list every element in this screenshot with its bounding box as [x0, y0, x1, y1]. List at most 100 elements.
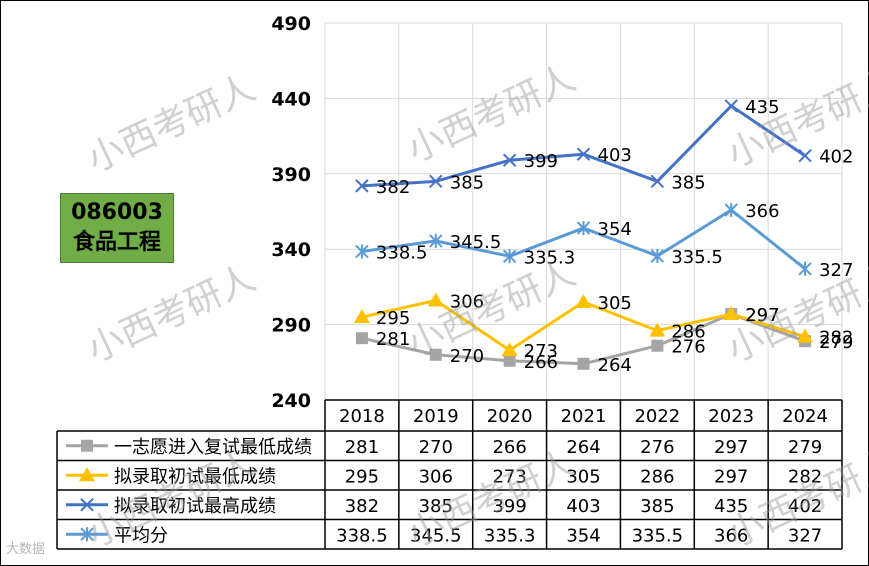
data-point-marker	[724, 202, 738, 217]
table-cell: 382	[345, 496, 379, 517]
table-cell: 276	[640, 437, 674, 458]
data-point-marker	[649, 322, 666, 337]
data-point-marker	[503, 354, 516, 367]
data-point-marker	[501, 342, 518, 357]
legend-marker	[79, 467, 95, 482]
table-cell: 385	[640, 496, 674, 517]
data-label: 297	[745, 305, 779, 326]
data-label: 327	[819, 260, 853, 281]
y-tick-label: 440	[271, 88, 311, 110]
data-label: 286	[671, 322, 705, 343]
data-point-marker	[427, 292, 444, 307]
data-label: 273	[524, 341, 558, 362]
y-tick-label: 490	[271, 13, 311, 35]
data-label: 281	[376, 329, 410, 350]
data-label: 306	[450, 291, 484, 312]
data-label: 338.5	[376, 242, 428, 263]
table-cell: 335.5	[632, 525, 684, 546]
table-cell: 286	[640, 466, 674, 487]
data-label: 264	[598, 355, 632, 376]
legend-marker	[80, 498, 94, 512]
data-label: 282	[819, 328, 853, 349]
data-point-marker	[355, 244, 369, 259]
data-label: 276	[671, 337, 705, 358]
x-tick-label: 2021	[561, 406, 607, 427]
table-cell: 273	[492, 466, 526, 487]
data-point-marker	[650, 248, 665, 263]
data-label: 345.5	[450, 232, 502, 253]
data-label: 403	[598, 145, 632, 166]
data-point-marker	[724, 99, 738, 113]
data-point-marker	[502, 153, 517, 167]
table-cell: 385	[419, 496, 453, 517]
data-label: 382	[376, 177, 410, 198]
table-cell: 354	[566, 525, 600, 546]
table-cell: 399	[492, 496, 526, 517]
data-point-marker	[429, 233, 443, 248]
y-tick-label: 340	[271, 239, 311, 261]
data-point-marker	[576, 147, 591, 161]
table-cell: 403	[566, 496, 600, 517]
data-label: 385	[450, 172, 484, 193]
legend-label: 拟录取初试最高成绩	[114, 496, 276, 517]
data-point-marker	[355, 179, 369, 193]
table-cell: 266	[492, 437, 526, 458]
table-cell: 402	[788, 496, 822, 517]
x-tick-label: 2020	[487, 406, 533, 427]
data-label: 335.3	[524, 247, 576, 268]
program-badge: 086003 食品工程	[60, 193, 174, 263]
data-point-marker	[353, 309, 370, 324]
table-cell: 297	[714, 437, 748, 458]
data-label: 366	[745, 201, 779, 222]
table-cell: 335.3	[484, 525, 536, 546]
data-label: 399	[524, 151, 558, 172]
data-point-marker	[575, 293, 592, 308]
x-tick-label: 2023	[708, 406, 754, 427]
data-point-marker	[798, 148, 812, 163]
data-point-marker	[502, 249, 517, 264]
data-point-marker	[355, 332, 368, 345]
y-tick-label: 390	[271, 164, 311, 186]
data-label: 270	[450, 346, 484, 367]
series-line	[361, 312, 806, 366]
data-point-marker	[723, 306, 740, 321]
data-label: 279	[819, 332, 853, 353]
table-cell: 435	[714, 496, 748, 517]
table-cell: 270	[419, 437, 453, 458]
table-cell: 281	[345, 437, 379, 458]
data-label: 335.5	[671, 247, 723, 268]
data-label: 295	[376, 308, 410, 329]
x-tick-label: 2022	[634, 406, 680, 427]
table-cell: 282	[788, 466, 822, 487]
data-point-marker	[429, 348, 442, 361]
data-point-marker	[797, 328, 814, 343]
data-label: 402	[819, 147, 853, 168]
y-tick-label: 290	[271, 315, 311, 337]
data-point-marker	[429, 174, 443, 189]
data-point-marker	[798, 261, 812, 276]
data-label: 266	[524, 352, 558, 373]
table-cell: 345.5	[410, 525, 462, 546]
data-point-marker	[576, 221, 591, 236]
y-tick-label: 240	[271, 390, 311, 412]
table-cell: 366	[714, 525, 748, 546]
table-cell: 295	[345, 466, 379, 487]
table-cell: 297	[714, 466, 748, 487]
legend-label: 拟录取初试最低成绩	[114, 466, 276, 487]
data-label: 305	[598, 293, 632, 314]
legend-marker	[81, 439, 93, 452]
data-label: 354	[598, 219, 632, 240]
table-cell: 327	[788, 525, 822, 546]
data-label: 435	[745, 97, 779, 118]
data-point-marker	[577, 357, 590, 370]
data-point-marker	[650, 174, 665, 189]
x-tick-label: 2024	[782, 406, 828, 427]
footer-logo: 大数据	[6, 542, 46, 557]
x-tick-label: 2019	[413, 406, 459, 427]
table-cell: 305	[566, 466, 600, 487]
data-point-marker	[651, 339, 664, 352]
legend-marker	[80, 527, 94, 542]
program-code: 086003	[71, 200, 163, 225]
series-line	[361, 208, 807, 270]
